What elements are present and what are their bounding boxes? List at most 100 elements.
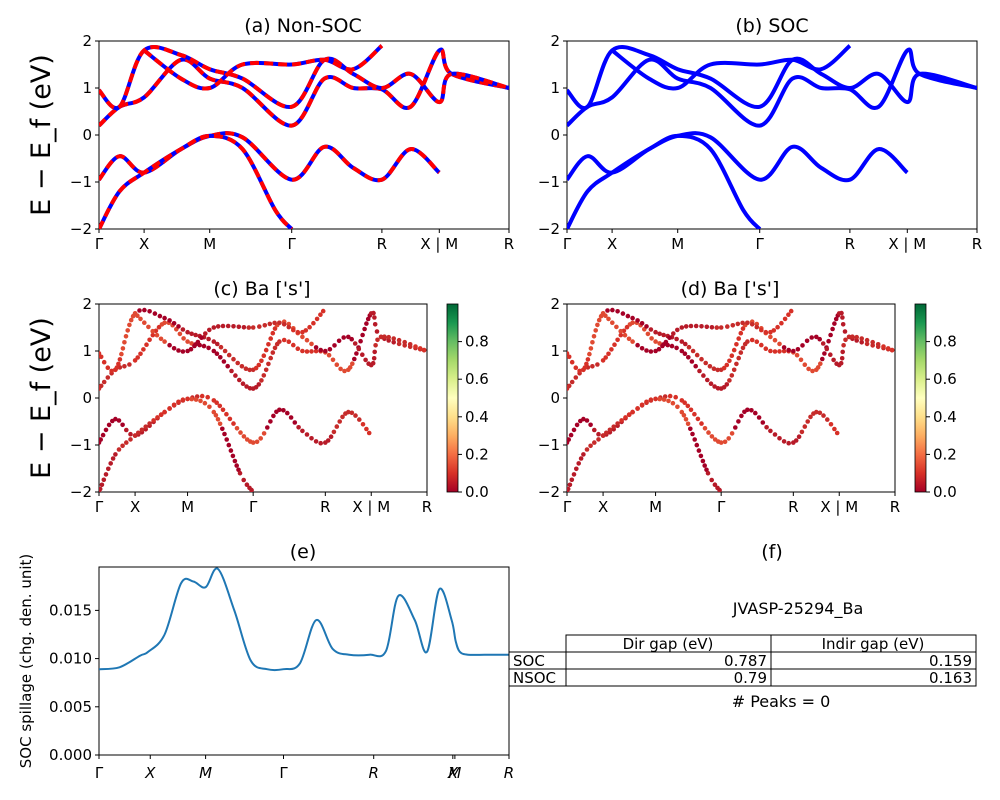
- projection-dot: [686, 355, 691, 360]
- projection-dot: [232, 458, 238, 464]
- colorbar-tick-label: 0.8: [933, 333, 957, 351]
- projection-dot: [372, 322, 378, 327]
- projection-dot: [806, 366, 811, 372]
- projection-dot: [340, 414, 345, 420]
- xtick-label: X: [144, 764, 156, 782]
- projection-dot: [234, 463, 239, 468]
- projection-dot: [596, 317, 602, 323]
- projection-dot: [101, 359, 107, 365]
- projection-dot: [626, 412, 632, 417]
- projection-dot: [277, 320, 282, 326]
- projection-dot: [349, 410, 355, 416]
- projection-dot: [763, 329, 769, 335]
- projection-dot: [162, 315, 167, 321]
- projection-dot: [731, 347, 737, 353]
- projection-dot: [421, 347, 427, 353]
- ytick-label: 2: [550, 32, 560, 50]
- projection-dot: [270, 350, 276, 355]
- projection-dot: [156, 324, 162, 330]
- projection-dot: [610, 320, 615, 326]
- projection-dot: [648, 327, 654, 332]
- projection-dot: [271, 413, 276, 419]
- projection-dot: [759, 342, 764, 348]
- projection-dot: [110, 456, 116, 461]
- projection-dot: [185, 339, 190, 344]
- projection-dot: [330, 357, 336, 363]
- projection-dot: [291, 327, 296, 333]
- projection-dot: [832, 321, 837, 326]
- band-line-valence-2-dash: [99, 133, 294, 229]
- projection-dot: [262, 323, 268, 328]
- projection-dot: [832, 426, 837, 432]
- projection-dot: [313, 345, 319, 350]
- projection-dot: [167, 318, 172, 323]
- projection-dot: [772, 432, 778, 437]
- projection-dot: [193, 332, 198, 338]
- projection-dot: [777, 341, 782, 347]
- ytick-label: 1: [550, 342, 560, 360]
- panel-a-bands: [99, 44, 509, 229]
- projection-dot: [309, 349, 314, 354]
- projection-dot: [736, 336, 741, 341]
- projection-dot: [261, 431, 267, 436]
- projection-dot: [116, 361, 121, 367]
- projection-dot: [870, 343, 875, 348]
- projection-dot: [618, 328, 623, 334]
- projection-dot: [222, 348, 228, 354]
- xtick-label: Γ: [95, 498, 104, 516]
- xtick-label: Γ: [95, 764, 104, 782]
- projection-dot: [347, 365, 353, 370]
- projection-dot: [649, 336, 654, 341]
- projection-dot: [630, 409, 635, 415]
- projection-dot: [843, 337, 848, 343]
- projection-dot: [690, 431, 695, 437]
- projection-dot: [818, 361, 823, 367]
- projection-dot: [718, 440, 724, 445]
- projection-dot: [584, 361, 589, 367]
- projection-dot: [587, 351, 592, 357]
- projection-dot: [189, 331, 194, 337]
- projection-dot: [850, 334, 855, 340]
- projection-dot: [370, 360, 376, 366]
- projection-dot: [620, 311, 626, 316]
- projection-dot: [702, 426, 708, 431]
- projection-dot: [147, 421, 152, 426]
- projection-dot: [604, 430, 609, 436]
- projection-dot: [639, 402, 645, 408]
- projection-dot: [839, 356, 845, 361]
- projection-dot: [352, 356, 357, 362]
- projection-dot: [99, 354, 104, 360]
- projection-dot: [231, 421, 236, 426]
- projection-dot: [402, 343, 408, 348]
- projection-dot: [113, 452, 118, 457]
- projection-dot: [203, 331, 208, 336]
- projection-dot: [706, 430, 711, 435]
- xtick-label: X | M: [352, 498, 390, 516]
- projection-dot: [295, 346, 301, 352]
- projection-dot: [309, 436, 314, 441]
- projection-dot: [244, 384, 249, 389]
- projection-dot: [213, 413, 219, 418]
- projection-dot: [176, 399, 181, 405]
- table-row-nsoc-indir: 0.163: [929, 669, 972, 687]
- projection-dot: [791, 348, 796, 354]
- projection-dot: [610, 307, 615, 313]
- panel-d-projected-bands: [567, 307, 895, 492]
- projection-dot: [243, 366, 249, 372]
- projection-dot: [99, 482, 105, 488]
- projection-dot: [615, 337, 620, 343]
- xtick-label: R: [504, 764, 514, 782]
- projection-dot: [585, 357, 591, 362]
- projection-dot: [211, 348, 217, 354]
- projection-dot: [799, 429, 805, 435]
- projection-dot: [249, 487, 254, 492]
- xtick-label: Γ: [717, 498, 726, 516]
- projection-dot: [230, 453, 236, 459]
- projection-dot: [346, 409, 351, 415]
- projection-dot: [839, 310, 844, 316]
- projection-dot: [875, 342, 881, 347]
- panel-f-title: (f): [761, 541, 783, 563]
- projection-dot: [740, 320, 745, 326]
